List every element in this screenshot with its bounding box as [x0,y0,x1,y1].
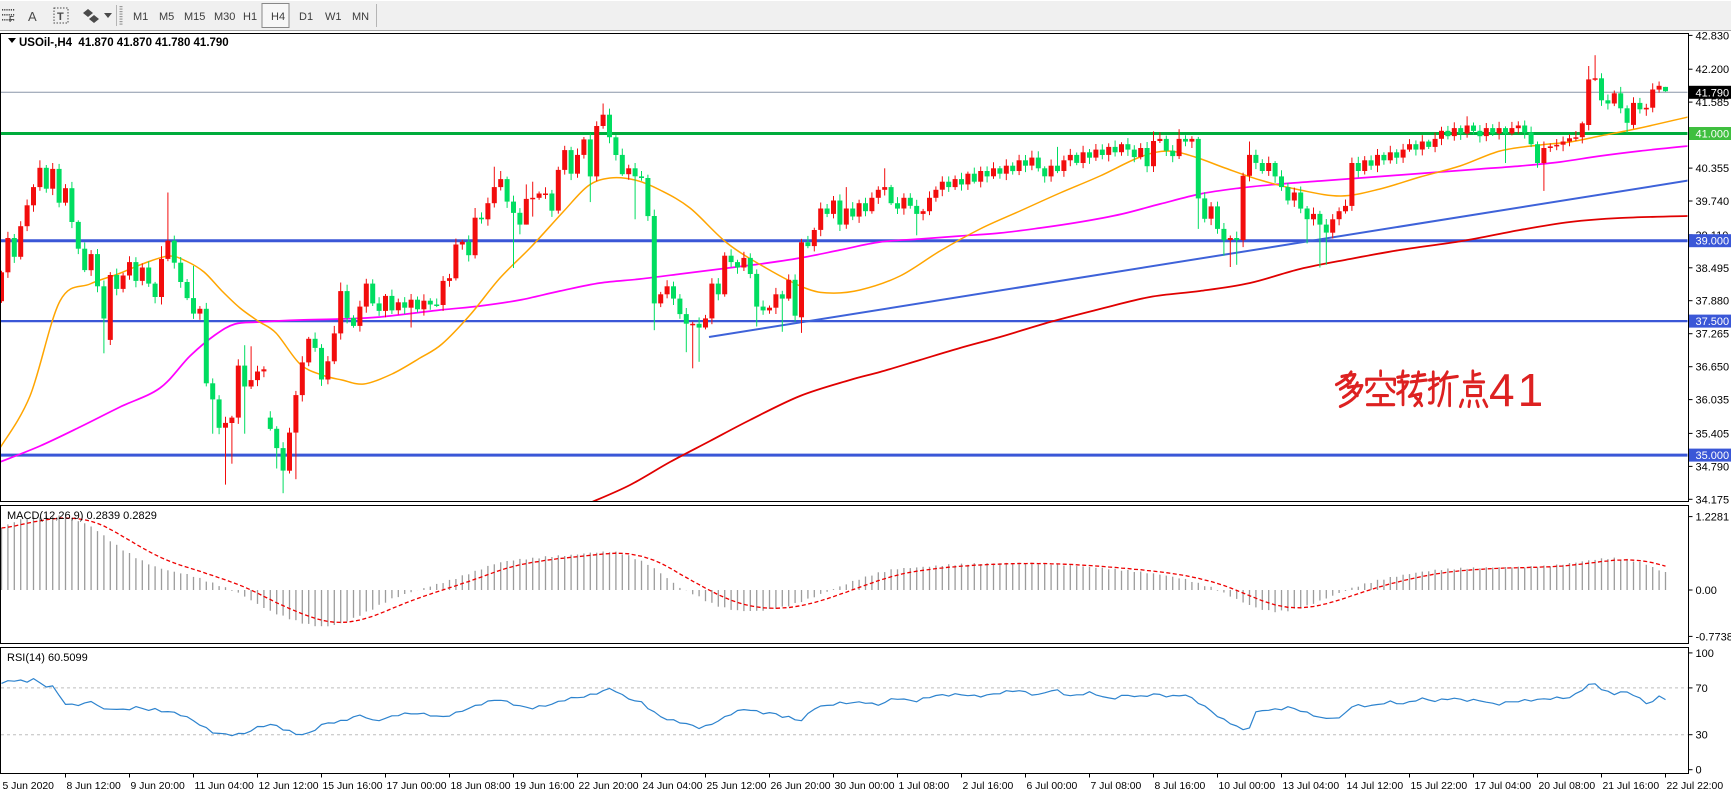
svg-text:42.830: 42.830 [1696,30,1730,42]
svg-text:D1: D1 [299,11,313,23]
svg-text:42.200: 42.200 [1696,64,1730,76]
svg-text:M15: M15 [184,11,205,23]
svg-text:36.035: 36.035 [1696,395,1730,407]
svg-text:34.790: 34.790 [1696,461,1730,473]
svg-text:20 Jul 08:00: 20 Jul 08:00 [1539,781,1596,792]
svg-text:13 Jul 04:00: 13 Jul 04:00 [1283,781,1340,792]
svg-text:M5: M5 [159,11,174,23]
svg-text:30: 30 [1696,730,1708,742]
svg-text:8 Jun 12:00: 8 Jun 12:00 [67,781,122,792]
svg-text:H4: H4 [271,11,285,23]
svg-text:5 Jun 2020: 5 Jun 2020 [3,781,55,792]
svg-text:39.000: 39.000 [1696,236,1730,248]
svg-text:M1: M1 [133,11,148,23]
svg-text:18 Jun 08:00: 18 Jun 08:00 [451,781,511,792]
svg-text:37.500: 37.500 [1696,316,1730,328]
svg-text:25 Jun 12:00: 25 Jun 12:00 [707,781,767,792]
svg-text:0: 0 [1696,765,1702,777]
svg-text:26 Jun 20:00: 26 Jun 20:00 [771,781,831,792]
svg-text:41: 41 [1489,364,1546,416]
svg-text:40.355: 40.355 [1696,163,1730,175]
svg-text:6 Jul 00:00: 6 Jul 00:00 [1027,781,1078,792]
svg-text:8 Jul 16:00: 8 Jul 16:00 [1155,781,1206,792]
svg-text:2 Jul 16:00: 2 Jul 16:00 [963,781,1014,792]
svg-text:W1: W1 [325,11,342,23]
svg-text:34.175: 34.175 [1696,494,1730,506]
svg-text:-0.7738: -0.7738 [1696,631,1731,643]
svg-text:37.880: 37.880 [1696,296,1730,308]
svg-text:11 Jun 04:00: 11 Jun 04:00 [195,781,255,792]
svg-text:USOil-,H4 41.870 41.870 41.78: USOil-,H4 41.870 41.870 41.780 41.790 [19,37,229,49]
svg-text:7 Jul 08:00: 7 Jul 08:00 [1091,781,1142,792]
svg-text:15 Jul 22:00: 15 Jul 22:00 [1411,781,1468,792]
svg-text:T: T [57,11,64,23]
svg-text:36.650: 36.650 [1696,362,1730,374]
svg-text:35.000: 35.000 [1696,450,1730,462]
svg-text:41.000: 41.000 [1696,129,1730,141]
svg-text:41.790: 41.790 [1696,87,1730,99]
svg-text:M30: M30 [214,11,235,23]
svg-text:37.265: 37.265 [1696,329,1730,341]
svg-text:MN: MN [352,11,369,23]
svg-text:14 Jul 12:00: 14 Jul 12:00 [1347,781,1404,792]
svg-text:1 Jul 08:00: 1 Jul 08:00 [899,781,950,792]
svg-text:30 Jun 00:00: 30 Jun 00:00 [835,781,895,792]
svg-text:21 Jul 16:00: 21 Jul 16:00 [1603,781,1660,792]
svg-text:70: 70 [1696,683,1708,695]
svg-text:10 Jul 00:00: 10 Jul 00:00 [1219,781,1276,792]
svg-text:24 Jun 04:00: 24 Jun 04:00 [643,781,703,792]
svg-text:H1: H1 [243,11,257,23]
svg-text:100: 100 [1696,648,1714,660]
svg-text:38.495: 38.495 [1696,263,1730,275]
svg-text:22 Jul 22:00: 22 Jul 22:00 [1667,781,1724,792]
svg-text:12 Jun 12:00: 12 Jun 12:00 [259,781,319,792]
svg-text:1.2281: 1.2281 [1696,512,1730,524]
svg-text:39.740: 39.740 [1696,196,1730,208]
svg-text:41.585: 41.585 [1696,97,1730,109]
svg-text:F: F [9,15,14,24]
svg-text:17 Jul 04:00: 17 Jul 04:00 [1475,781,1532,792]
svg-text:15 Jun 16:00: 15 Jun 16:00 [323,781,383,792]
svg-text:RSI(14) 60.5099: RSI(14) 60.5099 [7,652,88,664]
svg-text:0.00: 0.00 [1696,585,1717,597]
svg-text:17 Jun 00:00: 17 Jun 00:00 [387,781,447,792]
svg-text:35.405: 35.405 [1696,428,1730,440]
svg-text:9 Jun 20:00: 9 Jun 20:00 [131,781,186,792]
svg-text:19 Jun 16:00: 19 Jun 16:00 [515,781,575,792]
svg-text:MACD(12,26,9) 0.2839 0.2829: MACD(12,26,9) 0.2839 0.2829 [7,510,157,522]
svg-text:22 Jun 20:00: 22 Jun 20:00 [579,781,639,792]
svg-text:A: A [28,9,37,24]
